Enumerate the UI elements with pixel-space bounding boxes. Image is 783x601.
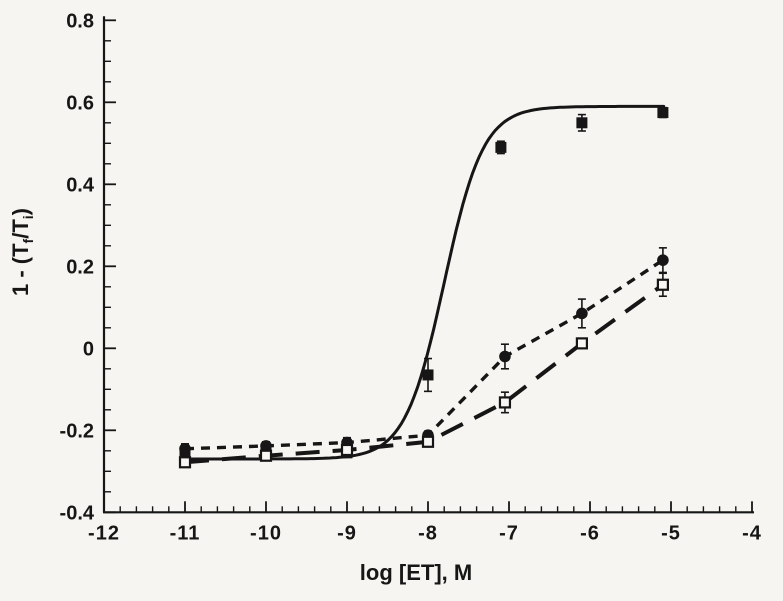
y-tick-label: 0 xyxy=(83,338,94,360)
x-tick-label: -11 xyxy=(170,522,201,544)
data-point-filled-circle xyxy=(499,350,511,363)
y-tick-label: -0.2 xyxy=(60,420,94,442)
x-tick-label: -7 xyxy=(499,522,519,544)
fit-curve-filled-squares-solid-fit xyxy=(179,104,666,461)
x-tick-label: -8 xyxy=(418,522,438,544)
series-line-filled-circles-short-dash xyxy=(184,258,664,451)
data-point-filled-square xyxy=(179,449,191,461)
data-point-filled-circle xyxy=(576,307,588,320)
data-point-open-square xyxy=(259,449,273,462)
y-tick-label: 0.8 xyxy=(66,10,94,32)
x-tick-label: -12 xyxy=(88,522,120,544)
y-tick-label: -0.4 xyxy=(60,502,95,524)
x-axis-title: log [ET], M xyxy=(360,560,472,585)
x-tick-label: -6 xyxy=(580,522,600,544)
x-tick-label: -10 xyxy=(250,522,282,544)
data-point-open-square xyxy=(656,278,670,291)
data-point-open-square xyxy=(498,396,512,409)
data-point-filled-square xyxy=(657,107,669,119)
data-point-filled-square xyxy=(576,117,588,129)
data-point-filled-circle xyxy=(179,442,191,455)
y-tick-label: 0.6 xyxy=(66,92,94,114)
data-point-filled-square xyxy=(422,369,434,381)
data-point-open-square xyxy=(421,435,435,448)
x-tick-label: -9 xyxy=(337,522,357,544)
data-point-open-square xyxy=(178,456,192,469)
x-tick-label: -4 xyxy=(742,522,762,544)
data-point-filled-circle xyxy=(657,254,669,266)
x-tick-label: -5 xyxy=(661,522,681,544)
data-point-open-square xyxy=(340,443,354,457)
data-point-filled-square xyxy=(495,141,507,153)
y-axis-title: 1 - (Tf/Ti) xyxy=(8,208,36,296)
data-point-filled-circle xyxy=(260,440,272,452)
y-tick-label: 0.2 xyxy=(66,256,94,278)
y-tick-label: 0.4 xyxy=(66,174,95,196)
data-point-open-square xyxy=(575,337,589,350)
